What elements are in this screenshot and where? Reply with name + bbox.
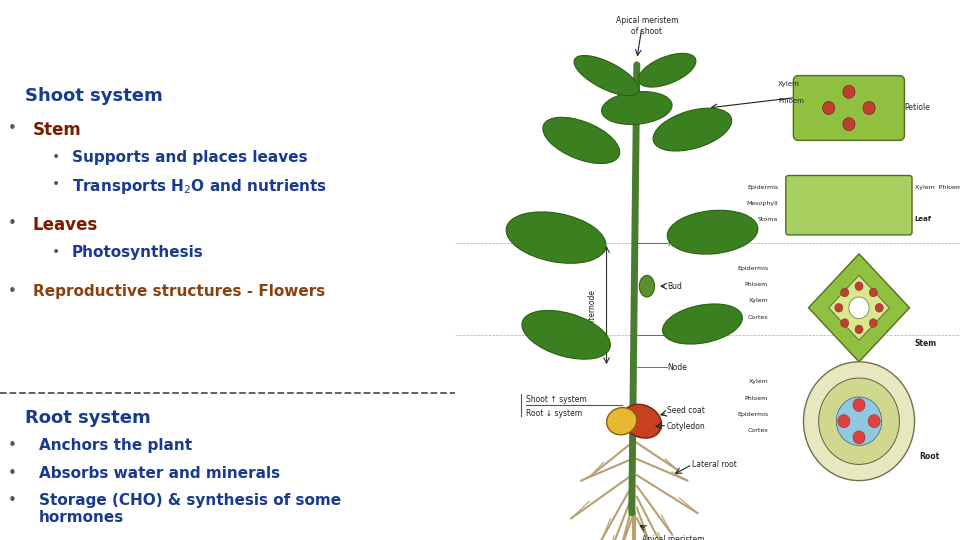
Ellipse shape [602, 91, 672, 125]
Text: Leaves: Leaves [33, 216, 98, 234]
FancyBboxPatch shape [786, 176, 912, 235]
Circle shape [869, 288, 877, 297]
Circle shape [855, 325, 863, 334]
Circle shape [841, 288, 849, 297]
Text: Epidermis: Epidermis [737, 266, 768, 271]
Text: Photosynthesis: Photosynthesis [72, 245, 204, 260]
Text: Anchors the plant: Anchors the plant [38, 438, 192, 453]
Text: Xylem: Xylem [779, 82, 800, 87]
Text: Phloem: Phloem [745, 396, 768, 401]
Text: Node: Node [667, 330, 687, 339]
Polygon shape [828, 275, 889, 340]
Text: Internode: Internode [587, 289, 596, 326]
Circle shape [804, 362, 915, 481]
Text: Phloem: Phloem [779, 98, 804, 104]
Polygon shape [808, 254, 909, 362]
Ellipse shape [542, 117, 620, 164]
Text: Apical meristem
of shoot: Apical meristem of shoot [615, 16, 678, 36]
Text: •: • [9, 438, 17, 453]
Text: Stem: Stem [915, 339, 937, 348]
Ellipse shape [607, 408, 636, 435]
Text: Leaflets: Leaflets [799, 93, 828, 102]
Circle shape [838, 415, 850, 428]
Text: Phloem: Phloem [745, 282, 768, 287]
Ellipse shape [506, 212, 606, 264]
Circle shape [849, 297, 869, 319]
Text: Plant Morphology: Plant Morphology [18, 20, 322, 49]
Circle shape [876, 303, 883, 312]
Text: Shoot ↑ system: Shoot ↑ system [526, 395, 587, 404]
Text: Epidermis: Epidermis [737, 412, 768, 417]
Circle shape [869, 319, 877, 327]
Circle shape [823, 102, 835, 114]
Text: Epidermis: Epidermis [747, 185, 779, 190]
Text: •: • [53, 178, 60, 191]
Text: Cortex: Cortex [747, 428, 768, 433]
Text: •: • [9, 493, 17, 508]
Ellipse shape [574, 56, 639, 96]
Text: Supports and places leaves: Supports and places leaves [72, 150, 307, 165]
Text: •: • [53, 245, 60, 259]
FancyBboxPatch shape [793, 76, 904, 140]
Text: Xylem: Xylem [749, 380, 768, 384]
Text: •: • [9, 216, 17, 231]
Text: •: • [53, 150, 60, 164]
Ellipse shape [522, 310, 611, 359]
Text: Root: Root [920, 452, 940, 461]
Text: Root system: Root system [25, 409, 151, 427]
Circle shape [852, 399, 865, 411]
Text: Lateral root: Lateral root [692, 460, 737, 469]
Text: •: • [9, 284, 17, 299]
Text: Cortex: Cortex [747, 315, 768, 320]
Ellipse shape [662, 304, 742, 344]
Circle shape [843, 118, 855, 131]
Circle shape [819, 378, 900, 464]
Circle shape [835, 303, 843, 312]
Circle shape [843, 85, 855, 98]
Text: Seed coat: Seed coat [667, 406, 705, 415]
Text: Node: Node [667, 239, 687, 247]
Text: Storage (CHO) & synthesis of some
hormones: Storage (CHO) & synthesis of some hormon… [38, 493, 341, 525]
Text: Apical meristem
of root: Apical meristem of root [642, 535, 705, 540]
Ellipse shape [653, 108, 732, 151]
Text: Xylem: Xylem [749, 299, 768, 303]
Text: Reproductive structures - Flowers: Reproductive structures - Flowers [33, 284, 325, 299]
Text: Absorbs water and minerals: Absorbs water and minerals [38, 465, 279, 481]
Circle shape [863, 102, 876, 114]
Text: Transports H$_2$O and nutrients: Transports H$_2$O and nutrients [72, 178, 327, 197]
Text: Cotyledon: Cotyledon [667, 422, 706, 431]
Circle shape [855, 282, 863, 291]
Circle shape [852, 431, 865, 444]
Text: Shoot system: Shoot system [25, 87, 163, 105]
Text: •: • [9, 465, 17, 481]
Circle shape [836, 397, 881, 445]
Text: Bud: Bud [667, 282, 682, 291]
Text: Mesophyll: Mesophyll [747, 201, 779, 206]
Text: Root ↓ system: Root ↓ system [526, 409, 582, 417]
Text: Node: Node [667, 363, 687, 372]
Text: Petiole: Petiole [904, 104, 930, 112]
Text: Stoma: Stoma [758, 218, 779, 222]
Text: Leaf: Leaf [915, 217, 931, 222]
Ellipse shape [638, 53, 696, 87]
Text: Xylem  Phloem: Xylem Phloem [915, 185, 960, 190]
Ellipse shape [667, 210, 757, 254]
Circle shape [841, 319, 849, 327]
Ellipse shape [622, 404, 661, 438]
Ellipse shape [639, 275, 655, 297]
Text: •: • [9, 121, 17, 136]
Circle shape [868, 415, 880, 428]
Text: Stem: Stem [33, 121, 82, 139]
